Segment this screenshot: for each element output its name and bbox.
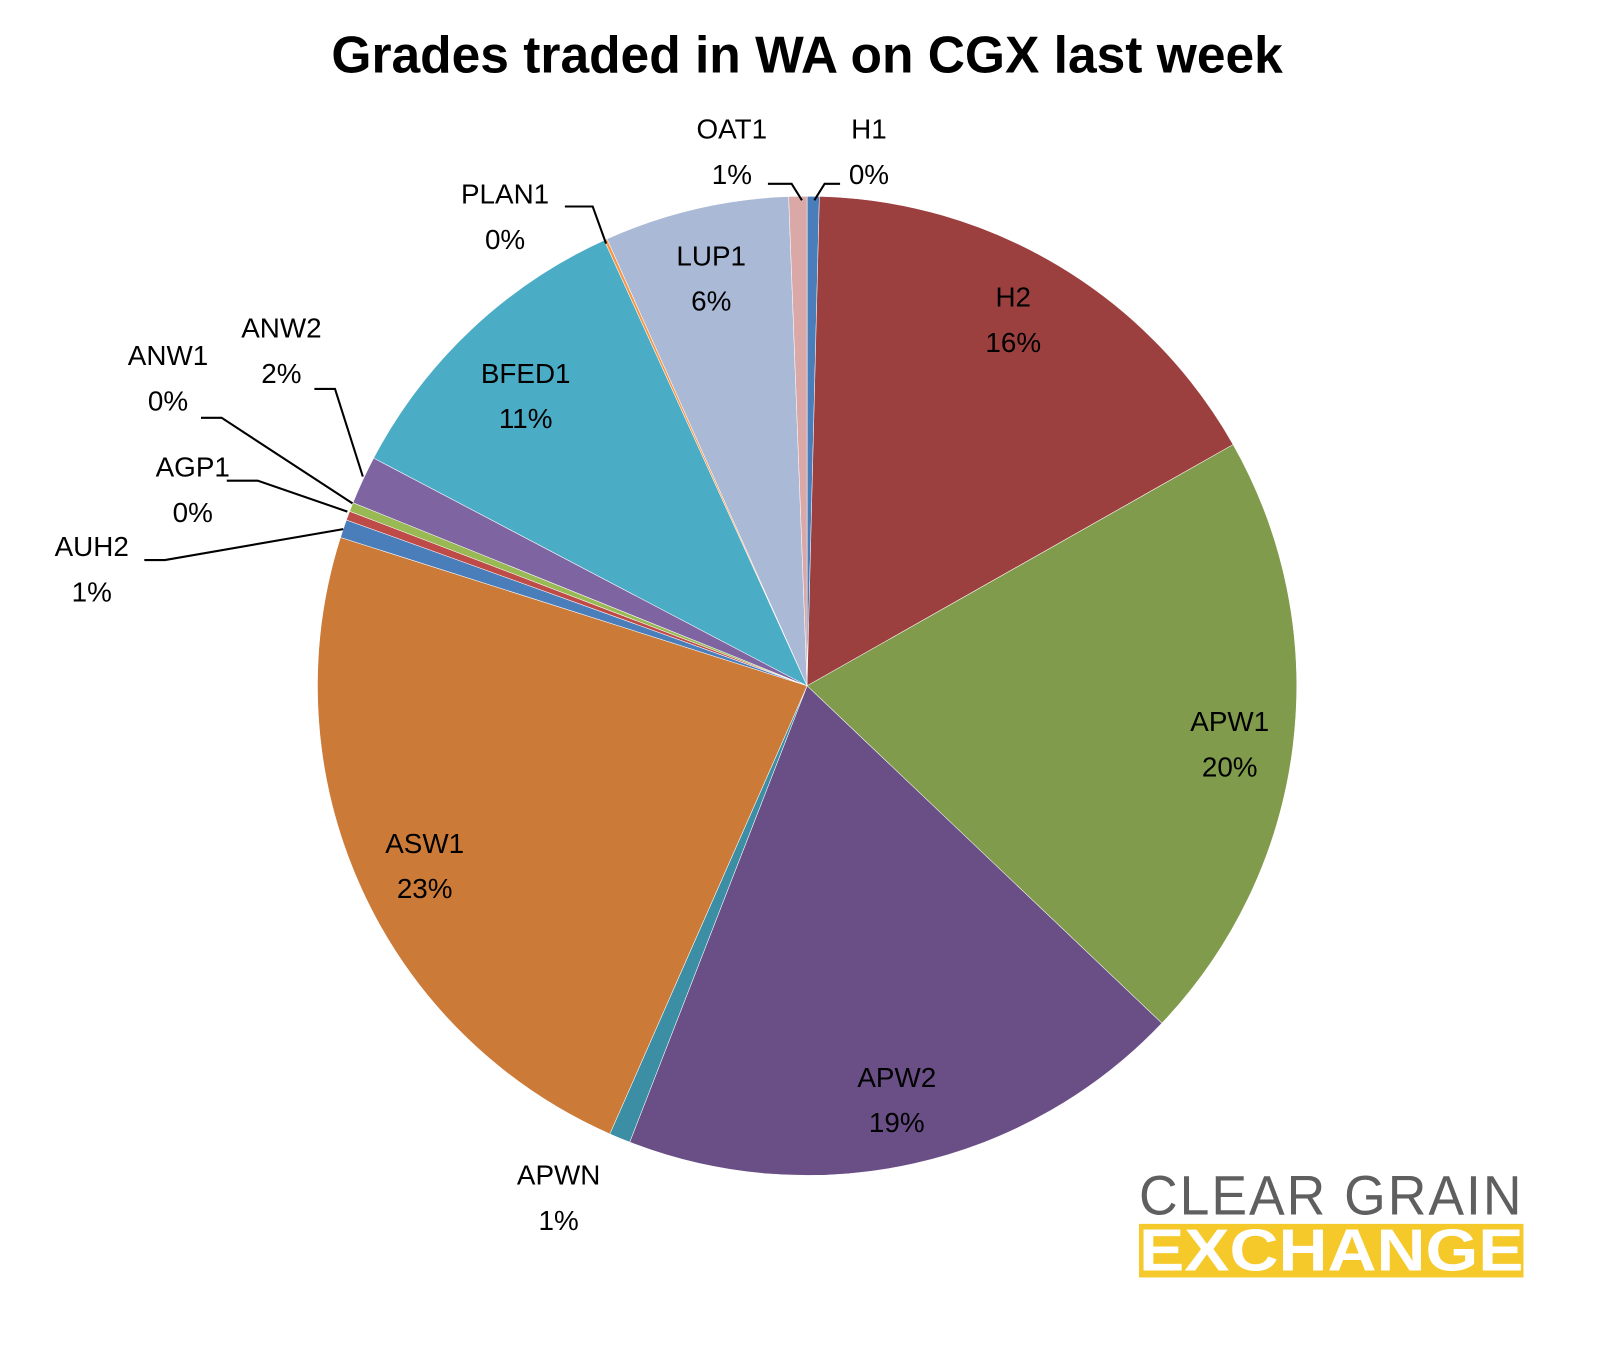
- value-label: 19%: [869, 1107, 925, 1138]
- labels: H1 0% H2 16% APW1 20% APW2 19% APWN 1% ASW1 23% AUH2…: [55, 113, 1270, 1236]
- slice-label: LUP1: [676, 240, 746, 271]
- value-label: 6%: [691, 286, 731, 317]
- slice: [788, 195, 808, 686]
- slice-label: H2: [995, 281, 1031, 312]
- leader-line: [144, 528, 344, 562]
- value-label: 1%: [72, 576, 112, 607]
- slice-label: PLAN1: [461, 178, 549, 209]
- value-label: 1%: [539, 1205, 579, 1236]
- slice-label: APWN: [517, 1160, 601, 1191]
- slice-label: APW2: [857, 1062, 936, 1093]
- leader-line: [314, 387, 364, 477]
- leader-line: [226, 479, 348, 513]
- slice-label: ANW1: [128, 340, 208, 371]
- slice: [806, 196, 1234, 687]
- value-label: 11%: [499, 403, 553, 434]
- value-label: 16%: [985, 327, 1041, 358]
- value-label: 23%: [397, 873, 453, 904]
- pie: [317, 195, 1297, 1176]
- logo-line2: EXCHANGE: [1139, 1216, 1523, 1283]
- value-label: 20%: [1202, 752, 1258, 783]
- logo-line1: CLEAR GRAIN: [1139, 1165, 1523, 1227]
- value-label: 0%: [485, 224, 525, 255]
- slice-label: H1: [851, 113, 887, 144]
- value-label: 2%: [261, 358, 301, 389]
- slice: [629, 685, 1163, 1176]
- chart-title: Grades traded in WA on CGX last week: [331, 26, 1283, 84]
- slice-label: AGP1: [156, 452, 230, 483]
- logo-bar: [1139, 1223, 1524, 1278]
- slice: [317, 537, 808, 1135]
- value-label: 0%: [173, 497, 213, 528]
- slice-label: OAT1: [697, 113, 768, 144]
- leader-line: [564, 205, 608, 244]
- slice-label: ASW1: [385, 828, 464, 859]
- slice-label: ANW2: [241, 312, 321, 343]
- slice-label: BFED1: [481, 358, 571, 389]
- slice-label: AUH2: [55, 531, 129, 562]
- leader-line: [767, 182, 803, 201]
- value-label: 0%: [148, 386, 188, 417]
- logo: CLEAR GRAIN EXCHANGE: [1139, 1165, 1524, 1283]
- value-label: 0%: [849, 159, 889, 190]
- value-label: 1%: [712, 159, 752, 190]
- slice: [373, 239, 808, 687]
- leader-line: [200, 416, 354, 505]
- slice-label: APW1: [1190, 706, 1269, 737]
- leader-line: [813, 182, 841, 201]
- slice: [606, 196, 808, 686]
- slice: [806, 444, 1297, 1024]
